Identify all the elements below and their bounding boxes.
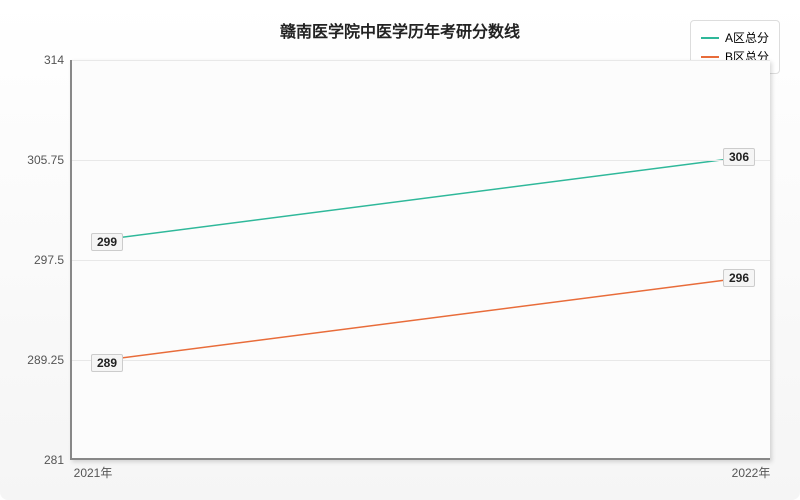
data-label: 306 [723,148,755,166]
series-line [94,156,749,240]
x-tick-label: 2022年 [732,458,771,481]
grid-line [72,360,770,361]
data-label: 296 [723,269,755,287]
data-label: 289 [91,354,123,372]
y-tick-label: 305.75 [27,153,72,167]
grid-line [72,60,770,61]
series-line [94,277,749,361]
grid-line [72,260,770,261]
grid-line [72,160,770,161]
lines-svg [72,60,770,458]
data-label: 299 [91,233,123,251]
x-tick-label: 2021年 [74,458,113,481]
legend-swatch-b [701,56,719,58]
chart-container: 赣南医学院中医学历年考研分数线 A区总分 B区总分 281289.25297.5… [0,0,800,500]
legend-item-a: A区总分 [701,29,769,46]
legend-label-a: A区总分 [725,29,769,46]
legend-swatch-a [701,37,719,39]
y-tick-label: 281 [44,453,72,467]
y-tick-label: 314 [44,53,72,67]
y-tick-label: 297.5 [34,253,72,267]
chart-title: 赣南医学院中医学历年考研分数线 [280,18,520,42]
plot-area: 281289.25297.5305.753142021年2022年2993062… [70,60,770,460]
y-tick-label: 289.25 [27,353,72,367]
